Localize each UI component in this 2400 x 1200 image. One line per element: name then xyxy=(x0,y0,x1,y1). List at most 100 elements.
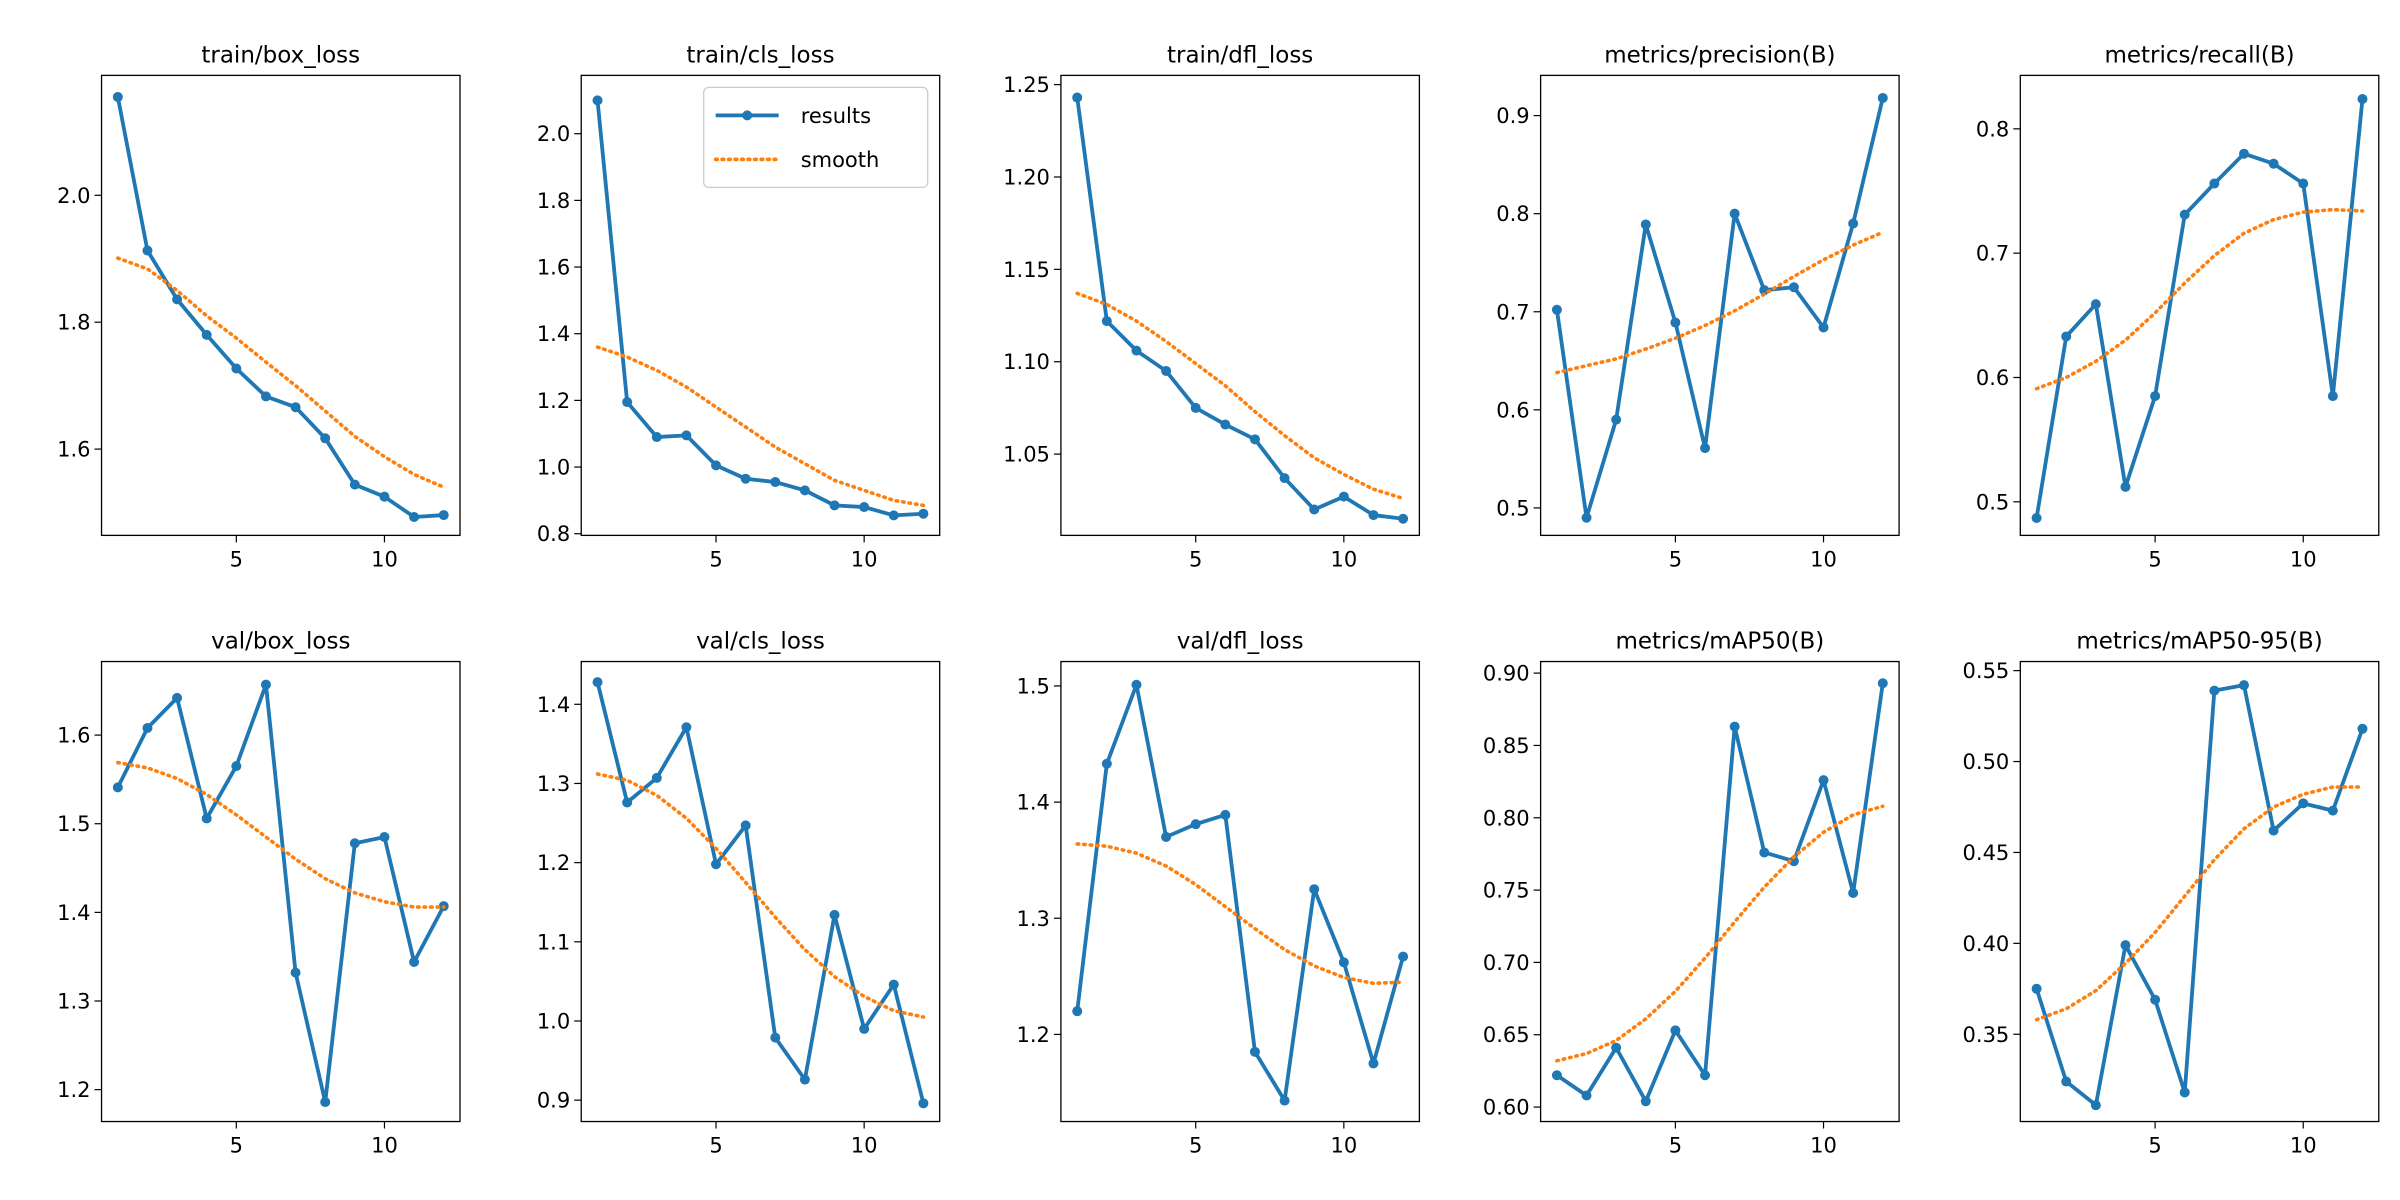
data-point xyxy=(592,677,603,688)
subplot: metrics/mAP50(B) 0.60 0.65 0.70 0.75 0.80 0.85… xyxy=(1483,629,1900,1158)
results-line xyxy=(595,681,926,1104)
y-tick-label: 1.2 xyxy=(537,851,570,875)
y-tick-label: 1.0 xyxy=(537,1009,570,1033)
data-point xyxy=(1611,1042,1622,1053)
data-point xyxy=(1249,434,1260,445)
data-point xyxy=(379,832,390,843)
y-tick-label: 0.9 xyxy=(1496,104,1529,128)
data-point xyxy=(2031,983,2042,994)
x-tick-label: 5 xyxy=(1669,1134,1682,1158)
data-point xyxy=(2090,1100,2101,1111)
y-tick-label: 0.50 xyxy=(1963,750,2010,774)
data-point xyxy=(2268,825,2279,836)
smooth-line xyxy=(2034,785,2365,1022)
x-tick-label: 5 xyxy=(2148,1134,2161,1158)
data-point xyxy=(379,491,390,502)
results-line xyxy=(2034,683,2365,1108)
data-point xyxy=(1101,758,1112,769)
data-point xyxy=(172,294,183,305)
data-point xyxy=(290,967,301,978)
data-point xyxy=(1640,219,1651,230)
plot-area xyxy=(2031,94,2368,523)
data-point xyxy=(1729,721,1740,732)
y-tick-label: 1.20 xyxy=(1003,165,1050,189)
x-tick-label: 10 xyxy=(1810,547,1837,571)
data-point xyxy=(349,479,360,490)
y-tick-label: 0.9 xyxy=(537,1089,570,1113)
results-line xyxy=(2034,98,2365,519)
y-tick-label: 1.8 xyxy=(537,189,570,213)
x-tick-label: 10 xyxy=(2290,547,2317,571)
legend-box xyxy=(703,86,929,189)
data-point xyxy=(681,722,692,733)
data-point xyxy=(320,1097,331,1108)
subplot: val/dfl_loss 1.2 1.3 1.4 1.5 5 10 xyxy=(1017,629,1421,1158)
data-point xyxy=(260,391,271,402)
data-point xyxy=(2150,994,2161,1005)
y-tick-label: 1.8 xyxy=(57,311,90,335)
y-tick-label: 0.8 xyxy=(1496,202,1529,226)
data-point xyxy=(1700,443,1711,454)
y-tick-label: 1.4 xyxy=(537,322,570,346)
y-tick-label: 1.10 xyxy=(1003,350,1050,374)
data-point xyxy=(1551,1070,1562,1081)
smooth-line xyxy=(2034,207,2365,391)
y-tick-label: 1.5 xyxy=(1017,674,1050,698)
data-point xyxy=(1279,1095,1290,1106)
data-point xyxy=(231,363,242,374)
x-tick-label: 10 xyxy=(371,547,398,571)
y-tick-label: 1.3 xyxy=(537,772,570,796)
data-point xyxy=(1788,282,1799,293)
plot-area xyxy=(112,679,449,1108)
data-point xyxy=(2357,94,2368,105)
data-point xyxy=(2031,512,2042,523)
y-tick-label: 0.60 xyxy=(1483,1096,1530,1120)
data-point xyxy=(1101,316,1112,327)
y-tick-label: 0.7 xyxy=(1976,242,2009,266)
x-tick-label: 5 xyxy=(1669,547,1682,571)
data-point xyxy=(1338,957,1349,968)
data-point xyxy=(651,772,662,783)
y-tick-label: 0.90 xyxy=(1483,662,1530,686)
results-line xyxy=(1075,97,1404,521)
data-point xyxy=(1398,951,1409,962)
data-point xyxy=(799,1074,810,1085)
data-point xyxy=(201,329,212,340)
subplot: metrics/recall(B) 0.5 0.6 0.7 0.8 5 10 xyxy=(1976,42,2380,571)
y-tick-label: 1.4 xyxy=(57,901,90,925)
data-point xyxy=(1220,419,1231,430)
plot-area xyxy=(1072,92,1409,524)
subplot: metrics/precision(B) 0.5 0.6 0.7 0.8 0.9 5 10 xyxy=(1496,42,1900,571)
x-tick-label: 10 xyxy=(1330,1134,1357,1158)
subplot: metrics/mAP50-95(B) 0.35 0.40 0.45 0.50 0.55 5… xyxy=(1963,629,2380,1158)
smooth-line xyxy=(1075,291,1405,501)
y-tick-label: 0.6 xyxy=(1976,366,2009,390)
data-point xyxy=(1368,510,1379,521)
results-line xyxy=(1555,682,1885,1104)
x-tick-label: 5 xyxy=(230,547,243,571)
y-tick-label: 1.3 xyxy=(57,989,90,1013)
data-point xyxy=(1368,1058,1379,1069)
data-point xyxy=(2120,481,2131,492)
subplot: val/box_loss 1.2 1.3 1.4 1.5 1.6 5 10 xyxy=(57,629,461,1158)
data-point xyxy=(1581,1090,1592,1101)
x-tick-label: 5 xyxy=(1189,547,1202,571)
subplot: train/dfl_loss 1.05 1.10 1.15 1.20 1.25 5 10 xyxy=(1003,42,1421,571)
y-tick-label: 1.5 xyxy=(57,812,90,836)
data-point xyxy=(1788,856,1799,867)
axes-frame xyxy=(100,660,461,1123)
axes-frame xyxy=(580,660,941,1123)
data-point xyxy=(2298,798,2309,809)
subplot-title: train/box_loss xyxy=(201,42,360,68)
y-tick-label: 1.6 xyxy=(57,438,90,462)
data-point xyxy=(2179,1087,2190,1098)
axes-frame xyxy=(2019,660,2380,1123)
data-point xyxy=(770,477,781,488)
data-point xyxy=(290,402,301,413)
data-point xyxy=(231,761,242,772)
data-point xyxy=(409,957,420,968)
data-point xyxy=(320,433,331,444)
data-point xyxy=(829,909,840,920)
smooth-line xyxy=(595,345,926,508)
y-tick-label: 0.7 xyxy=(1496,300,1529,324)
